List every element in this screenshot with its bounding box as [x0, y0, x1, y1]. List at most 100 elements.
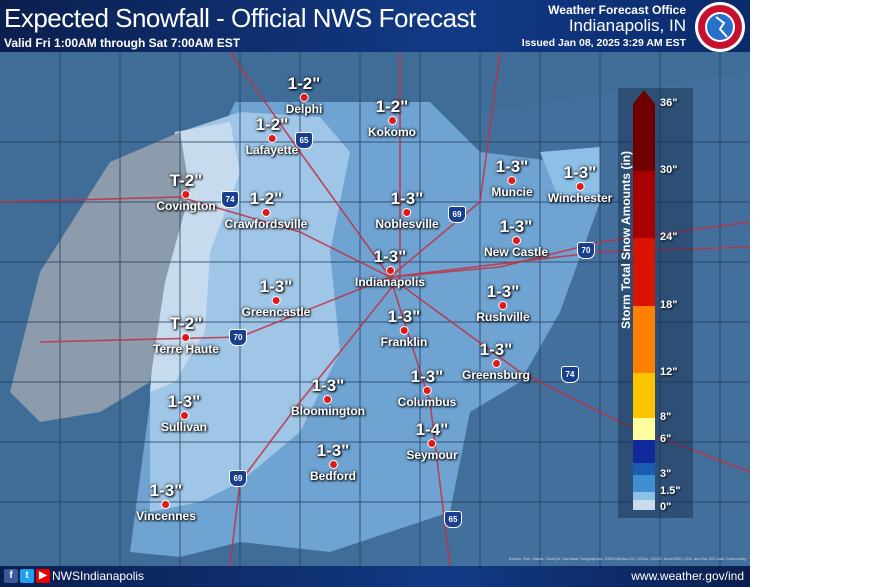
interstate-shield: 74 — [221, 191, 239, 208]
city-rushville: 1-3" Rushville — [476, 283, 529, 324]
legend-color-bin — [633, 104, 655, 171]
legend-tick-label: 36" — [660, 97, 678, 109]
snow-amount: 1-3" — [410, 367, 444, 386]
snow-zone-east-light — [540, 147, 600, 202]
city-name: Muncie — [491, 185, 533, 199]
legend-color-bin — [633, 373, 655, 418]
snow-amount: 1-3" — [259, 277, 293, 296]
twitter-icon[interactable]: t — [20, 569, 34, 583]
snowfall-graphic: Expected Snowfall - Official NWS Forecas… — [0, 0, 750, 587]
website-link[interactable]: www.weather.gov/ind — [631, 569, 744, 583]
city-winchester: 1-3" Winchester — [548, 164, 613, 205]
interstate-shield: 74 — [561, 366, 579, 383]
city-name: Greensburg — [461, 368, 531, 382]
snow-amount: 1-2" — [287, 74, 321, 93]
city-new-castle: 1-3" New Castle — [484, 218, 548, 259]
interstate-shield: 65 — [295, 132, 313, 149]
legend-color-bin — [633, 306, 655, 373]
city-marker — [491, 359, 501, 368]
snow-amount: 1-3" — [316, 441, 350, 460]
snow-amount: 1-3" — [563, 163, 597, 182]
map-attribution: Source: Esri, Maxar, GeoEye, Earthstar G… — [508, 556, 746, 561]
issued-time: Issued Jan 08, 2025 3:29 AM EST — [521, 37, 686, 49]
city-indianapolis: 1-3" Indianapolis — [355, 248, 425, 289]
city-name: Franklin — [380, 335, 428, 349]
city-name: Winchester — [547, 191, 613, 205]
legend-arrow-icon — [633, 90, 655, 104]
snow-amount: 1-3" — [479, 340, 513, 359]
city-marker — [261, 208, 271, 217]
office-label: Weather Forecast Office — [548, 3, 686, 17]
city-name: Indianapolis — [354, 275, 426, 289]
snow-amount: 1-3" — [390, 189, 424, 208]
city-name: Seymour — [406, 448, 458, 462]
city-name: Crawfordsville — [224, 217, 308, 231]
city-marker — [399, 326, 409, 335]
legend-color-bin — [633, 463, 655, 475]
facebook-icon[interactable]: f — [4, 569, 18, 583]
nws-logo-icon — [695, 2, 745, 52]
social-links: f t ▶ — [4, 569, 50, 583]
city-marker — [181, 333, 191, 342]
city-marker — [299, 93, 309, 102]
snow-amount: 1-2" — [375, 97, 409, 116]
city-marker — [387, 116, 397, 125]
interstate-shield: 65 — [444, 511, 462, 528]
legend-tick-label: 24" — [660, 231, 678, 243]
city-marker — [511, 236, 521, 245]
city-name: Sullivan — [160, 420, 208, 434]
snow-amount: 1-4" — [415, 420, 449, 439]
city-crawfordsville: 1-2" Crawfordsville — [225, 190, 308, 231]
city-marker — [385, 266, 395, 275]
legend-tick-label: 8" — [660, 411, 672, 423]
social-handle: NWSIndianapolis — [52, 569, 145, 583]
youtube-icon[interactable]: ▶ — [36, 569, 50, 583]
legend-color-bin — [633, 238, 655, 306]
city-marker — [507, 176, 517, 185]
city-seymour: 1-4" Seymour — [406, 421, 457, 462]
city-bedford: 1-3" Bedford — [310, 442, 356, 483]
header: Expected Snowfall - Official NWS Forecas… — [0, 0, 750, 52]
legend-tick-label: 0" — [660, 501, 672, 513]
legend-tick-label: 1.5" — [660, 485, 681, 497]
snow-amount: 1-3" — [373, 247, 407, 266]
snow-amount: 1-3" — [311, 376, 345, 395]
city-sullivan: 1-3" Sullivan — [161, 393, 207, 434]
city-name: Kokomo — [368, 125, 416, 139]
city-marker — [575, 182, 585, 191]
interstate-shield: 70 — [229, 329, 247, 346]
city-name: Covington — [156, 199, 216, 213]
city-marker — [427, 439, 437, 448]
snow-amount: 1-3" — [495, 157, 529, 176]
legend-tick-label: 18" — [660, 299, 678, 311]
city-greencastle: 1-3" Greencastle — [242, 278, 311, 319]
city-marker — [267, 134, 277, 143]
city-marker — [179, 411, 189, 420]
page-title: Expected Snowfall - Official NWS Forecas… — [4, 3, 476, 33]
city-franklin: 1-3" Franklin — [381, 308, 428, 349]
city-columbus: 1-3" Columbus — [398, 368, 457, 409]
city-lafayette: 1-2" Lafayette — [246, 116, 299, 157]
snow-amount: 1-3" — [387, 307, 421, 326]
office-name: Indianapolis, IN — [568, 16, 686, 35]
city-greensburg: 1-3" Greensburg — [462, 341, 530, 382]
city-delphi: 1-2" Delphi — [286, 75, 323, 116]
snowfall-map — [0, 52, 750, 566]
city-kokomo: 1-2" Kokomo — [368, 98, 416, 139]
city-marker — [498, 301, 508, 310]
legend-color-bin — [633, 492, 655, 500]
legend-color-bin — [633, 440, 655, 463]
snow-amount: 1-2" — [255, 115, 289, 134]
city-marker — [161, 500, 171, 509]
snow-amount: T-2" — [169, 314, 203, 333]
snow-amount: 1-3" — [149, 481, 183, 500]
city-covington: T-2" Covington — [156, 172, 215, 213]
county-lines — [0, 52, 750, 566]
legend-tick-label: 12" — [660, 366, 678, 378]
city-terre-haute: T-2" Terre Haute — [153, 315, 219, 356]
snow-amount: 1-2" — [249, 189, 283, 208]
city-marker — [422, 386, 432, 395]
snow-amount: T-2" — [169, 171, 203, 190]
city-noblesville: 1-3" Noblesville — [375, 190, 438, 231]
city-marker — [328, 460, 338, 469]
